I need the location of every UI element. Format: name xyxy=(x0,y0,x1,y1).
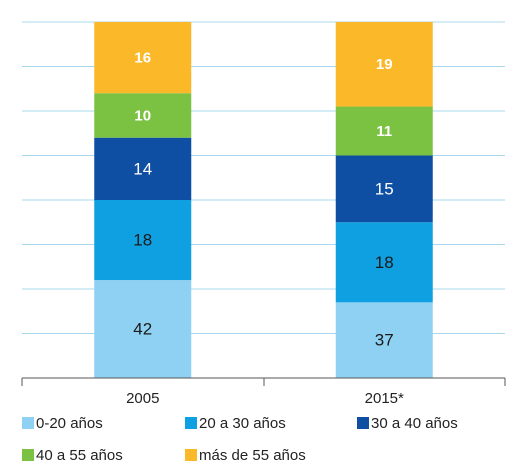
legend-swatch xyxy=(22,449,34,461)
data-label: 10 xyxy=(134,107,151,124)
legend-label: más de 55 años xyxy=(199,447,306,464)
data-label: 14 xyxy=(133,159,152,178)
bar-segment xyxy=(94,200,192,281)
labels: 42 18 14 10 16 37 18 15 11 19 xyxy=(133,50,393,350)
legend-label: 40 a 55 años xyxy=(36,447,123,464)
data-label: 18 xyxy=(375,253,394,272)
data-label: 19 xyxy=(376,56,393,73)
bar-segment xyxy=(94,22,192,94)
data-label: 16 xyxy=(134,50,151,67)
x-tick-label: 2005 xyxy=(126,390,159,407)
data-label: 11 xyxy=(376,123,392,140)
data-label: 42 xyxy=(133,320,152,339)
bar-segment xyxy=(335,302,433,378)
legend-swatch xyxy=(357,417,369,429)
bar-segment xyxy=(335,106,433,156)
legend-swatch xyxy=(22,417,34,429)
bar-segment xyxy=(94,93,192,138)
data-label: 37 xyxy=(375,331,394,350)
x-axis: 2005 2015* xyxy=(21,377,506,407)
bar-segment xyxy=(94,280,192,378)
x-tick-label: 2015* xyxy=(365,390,404,407)
bar-segment xyxy=(94,137,192,200)
bar-segment xyxy=(335,155,433,223)
legend: 0-20 años 20 a 30 años 30 a 40 años 40 a 55… xyxy=(22,415,458,464)
data-label: 15 xyxy=(375,179,394,198)
bar-segment xyxy=(335,222,433,303)
legend-swatch xyxy=(185,417,197,429)
legend-label: 20 a 30 años xyxy=(199,415,286,432)
legend-label: 0-20 años xyxy=(36,415,103,432)
legend-swatch xyxy=(185,449,197,461)
bar-segment xyxy=(335,22,433,107)
bars xyxy=(94,22,433,378)
legend-label: 30 a 40 años xyxy=(371,415,458,432)
data-label: 18 xyxy=(133,231,152,250)
